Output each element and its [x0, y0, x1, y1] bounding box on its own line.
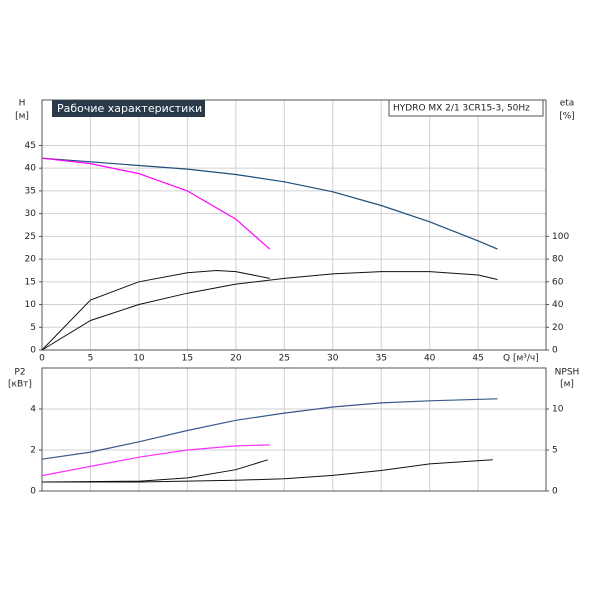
title-box: [52, 100, 205, 117]
y2-unit: [%]: [559, 112, 575, 122]
y-unit: [м]: [15, 112, 29, 122]
x-tick-label: 25: [279, 354, 290, 364]
x-label: Q [м³/ч]: [503, 354, 539, 364]
curve: [42, 459, 493, 483]
x-tick-label: 35: [376, 354, 387, 364]
curve: [41, 398, 498, 460]
x-tick-label: 30: [327, 354, 339, 364]
x-tick-label: 40: [424, 354, 436, 364]
y2-tick-label: 80: [552, 255, 564, 265]
chart-subtitle: HYDRO MX 2/1 3CR15-3, 50Hz: [393, 104, 530, 114]
y-tick-label: 0: [30, 346, 36, 356]
subtitle-box: [388, 99, 544, 117]
curve: [41, 459, 268, 483]
x-tick-label: 15: [182, 354, 193, 364]
y-tick-label: 45: [25, 141, 36, 151]
y-tick-label: 10: [25, 300, 37, 310]
y2-tick-label: 20: [552, 323, 564, 333]
y-tick-label: 35: [25, 186, 36, 196]
y-tick-label: 0: [30, 487, 36, 497]
y2-label: eta: [560, 99, 575, 109]
y2-tick-label: 10: [552, 405, 564, 415]
y-tick-label: 5: [30, 323, 36, 333]
x-tick-label: 45: [472, 354, 483, 364]
top-frame: [41, 99, 547, 351]
y-tick-label: 25: [25, 232, 36, 242]
x-tick-label: 0: [39, 354, 45, 364]
y-unit: [кВт]: [8, 380, 32, 390]
curve: [41, 271, 498, 351]
chart-title: Рабочие характеристики: [57, 102, 202, 115]
y-label: H: [19, 99, 26, 109]
curve: [41, 269, 270, 351]
y2-tick-label: 100: [552, 232, 569, 242]
y2-label: NPSH: [555, 368, 580, 378]
curve: [41, 444, 270, 477]
y-tick-label: 2: [30, 446, 36, 456]
x-tick-label: 20: [230, 354, 242, 364]
curve: [41, 157, 498, 250]
y2-tick-label: 60: [552, 277, 564, 287]
y2-tick-label: 0: [552, 346, 558, 356]
y-label: P2: [14, 368, 25, 378]
x-tick-label: 10: [133, 354, 145, 364]
bottom-frame: [41, 367, 547, 492]
y2-tick-label: 40: [552, 300, 564, 310]
y2-unit: [м]: [560, 380, 574, 390]
y-tick-label: 20: [25, 255, 37, 265]
y-tick-label: 30: [25, 209, 37, 219]
x-tick-label: 5: [88, 354, 94, 364]
y-tick-label: 4: [30, 405, 36, 415]
y2-tick-label: 5: [552, 446, 558, 456]
y-tick-label: 15: [25, 277, 36, 287]
curve: [41, 157, 271, 250]
y2-tick-label: 0: [552, 487, 558, 497]
y-tick-label: 40: [25, 164, 37, 174]
